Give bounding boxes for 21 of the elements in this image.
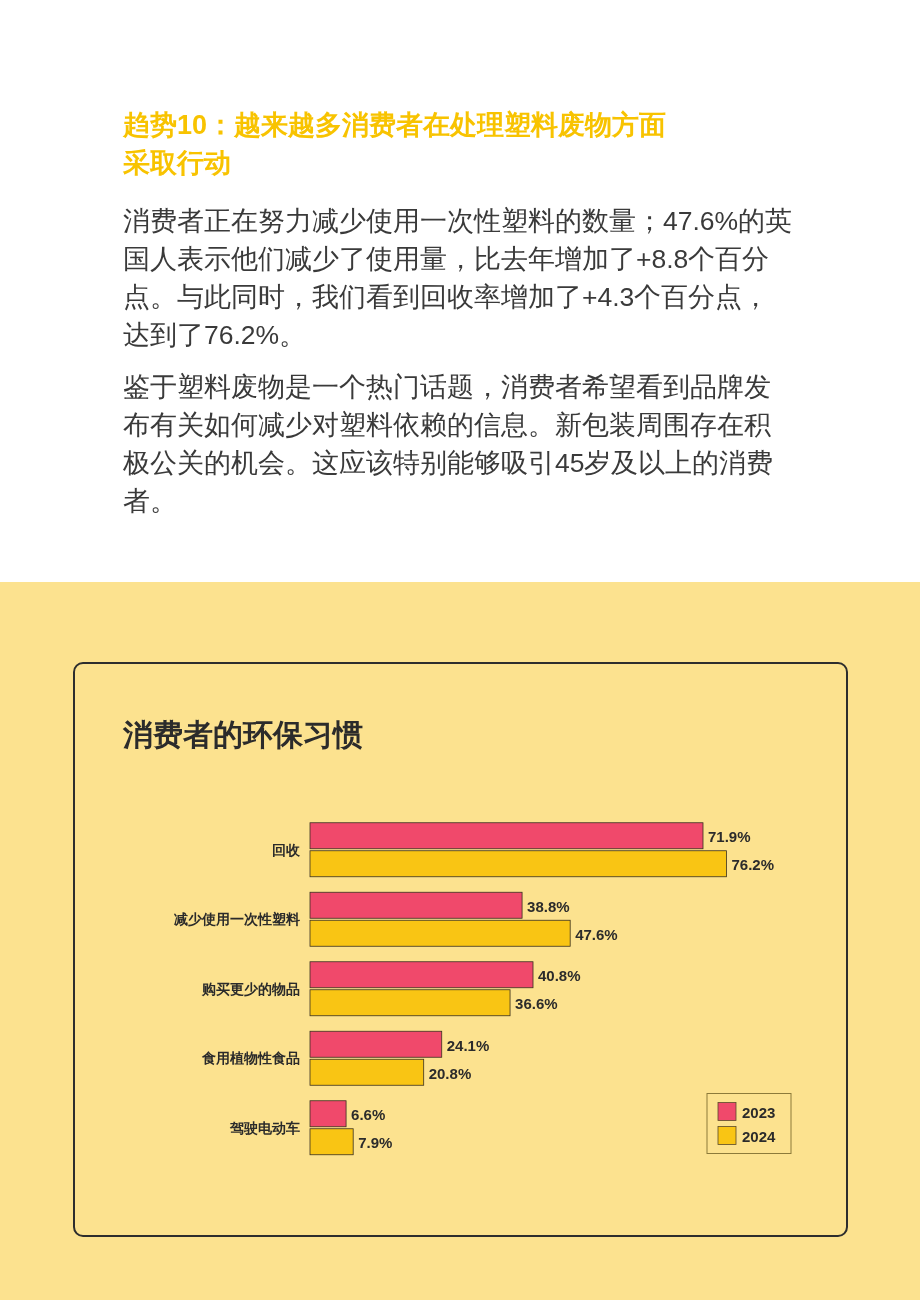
y-tick-label: 食用植物性食品 <box>201 1050 300 1067</box>
data-label: 47.6% <box>575 925 618 943</box>
data-label: 36.6% <box>515 995 558 1013</box>
y-tick-label: 购买更少的物品 <box>201 980 300 997</box>
y-tick-label: 驾驶电动车 <box>229 1119 300 1136</box>
chart-title: 消费者的环保习惯 <box>122 718 363 751</box>
data-label: 71.9% <box>708 828 751 846</box>
data-label: 7.9% <box>358 1134 393 1152</box>
data-label: 20.8% <box>428 1064 472 1082</box>
text: 鉴于塑料废物是一个热门话题，消费者希望看到品牌发布有关如何减少对塑料依赖的信息。新包装周围存在积极公关的机会。这应该特别能够吸引45岁及以上的消费者。 <box>123 371 775 518</box>
y-tick-label: 回收 <box>272 841 301 858</box>
legend-label: 2023 <box>742 1104 776 1121</box>
legend-label: 2024 <box>742 1128 777 1145</box>
data-label: 24.1% <box>446 1036 490 1054</box>
data-label: 76.2% <box>731 856 775 874</box>
text: 消费者正在努力减少使用一次性塑料的数量；47.6%的英国人表示他们减少了使用量，比去年增加了+8.8个百分点。与此同时，我们看到回收率增加了+4.3个百分点，达到了76.2%。 <box>123 205 793 352</box>
data-label: 40.8% <box>538 967 581 985</box>
y-tick-label: 减少使用一次性塑料 <box>174 911 300 928</box>
data-label: 6.6% <box>351 1106 386 1124</box>
data-label: 38.8% <box>527 897 570 915</box>
text: 趋势10：越来越多消费者在处理塑料废物方面采取行动 <box>123 109 668 180</box>
